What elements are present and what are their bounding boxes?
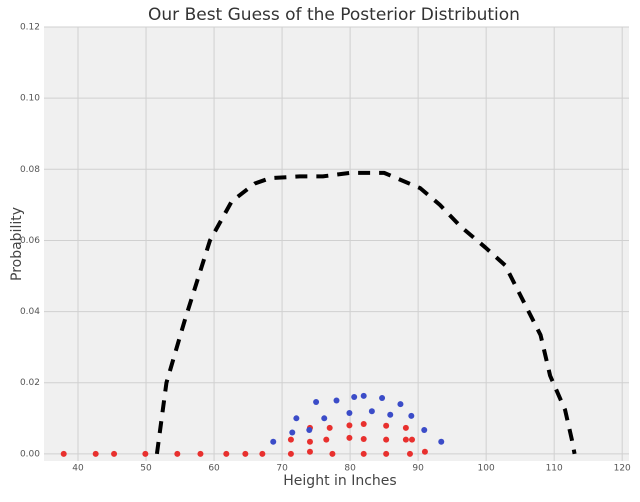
x-tick-label: 120 — [614, 464, 631, 474]
x-tick-label: 80 — [344, 464, 356, 474]
posterior-line — [154, 170, 577, 455]
scatter-point — [323, 436, 330, 443]
scatter-point — [321, 415, 328, 422]
scatter-point — [287, 450, 294, 457]
scatter-point — [360, 435, 367, 442]
scatter-point — [326, 424, 333, 431]
scatter-point — [242, 450, 249, 457]
y-tick-label: 0.00 — [20, 449, 40, 459]
x-tick-label: 100 — [478, 464, 495, 474]
scatter-point — [111, 450, 118, 457]
scatter-point — [397, 401, 404, 408]
y-tick-label: 0.12 — [20, 23, 40, 33]
scatter-point — [174, 450, 181, 457]
scatter-point — [360, 450, 367, 457]
scatter-point — [92, 450, 99, 457]
scatter-point — [409, 436, 416, 443]
y-tick-label: 0.10 — [20, 94, 40, 104]
scatter-point — [346, 409, 353, 416]
scatter-point — [368, 408, 375, 415]
scatter-point — [289, 429, 296, 436]
scatter-point — [259, 450, 266, 457]
scatter-point — [223, 450, 230, 457]
scatter-point — [438, 438, 445, 445]
scatter-point — [306, 448, 313, 455]
y-axis-label: Probability — [9, 207, 25, 281]
x-tick-label: 60 — [208, 464, 220, 474]
y-tick-label: 0.08 — [20, 165, 40, 175]
scatter-point — [402, 424, 409, 431]
scatter-point — [379, 395, 386, 402]
y-tick-label: 0.02 — [20, 378, 40, 388]
x-tick-label: 50 — [140, 464, 152, 474]
scatter-point — [351, 393, 358, 400]
scatter-point — [421, 448, 428, 455]
scatter-point — [421, 427, 428, 434]
x-tick-label: 90 — [412, 464, 424, 474]
x-tick-label: 110 — [546, 464, 563, 474]
x-tick-label: 40 — [72, 464, 84, 474]
scatter-point — [383, 450, 390, 457]
scatter-point — [360, 392, 367, 399]
scatter-point — [293, 415, 300, 422]
scatter-point — [408, 412, 415, 419]
scatter-point — [402, 436, 409, 443]
x-axis-label: Height in Inches — [283, 473, 396, 489]
chart-title: Our Best Guess of the Posterior Distribu… — [148, 5, 520, 25]
scatter-point — [306, 438, 313, 445]
scatter-point — [270, 438, 277, 445]
y-tick-label: 0.04 — [20, 307, 40, 317]
scatter-point — [406, 450, 413, 457]
scatter-point — [142, 450, 149, 457]
scatter-point — [346, 422, 353, 429]
scatter-point — [287, 436, 294, 443]
scatter-point — [346, 434, 353, 441]
y-tick-label: 0.06 — [20, 236, 40, 246]
scatter-point — [383, 436, 390, 443]
plot-background — [44, 27, 629, 461]
scatter-point — [329, 450, 336, 457]
scatter-point — [313, 398, 320, 405]
scatter-point — [360, 421, 367, 428]
x-tick-label: 70 — [276, 464, 288, 474]
scatter-point — [333, 397, 340, 404]
scatter-point — [383, 422, 390, 429]
scatter-point — [60, 450, 67, 457]
scatter-point — [197, 450, 204, 457]
scatter-point — [387, 411, 394, 418]
scatter-point — [306, 427, 313, 434]
